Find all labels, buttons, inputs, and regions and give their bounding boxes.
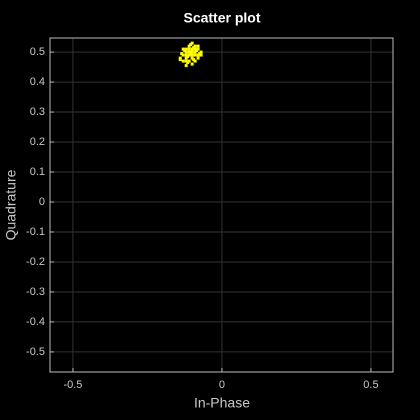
point — [193, 53, 197, 57]
point — [190, 62, 194, 66]
y-tick-label: 0.5 — [30, 46, 45, 58]
plot-frame — [49, 37, 394, 373]
point — [186, 61, 190, 65]
y-tick-label: -0.2 — [26, 256, 45, 268]
point — [196, 56, 200, 60]
point — [180, 52, 184, 56]
point — [187, 47, 191, 51]
y-axis-label: Quadrature — [3, 169, 19, 240]
point — [184, 64, 188, 68]
point — [189, 52, 193, 56]
point — [192, 46, 196, 50]
x-axis-label: In-Phase — [194, 395, 250, 411]
point — [189, 43, 193, 47]
y-tick-label: 0.4 — [30, 76, 45, 88]
point — [196, 47, 200, 51]
x-tick-label: -0.5 — [63, 379, 82, 391]
point — [178, 58, 182, 62]
y-tick-label: -0.1 — [26, 226, 45, 238]
y-tick-label: 0.1 — [30, 166, 45, 178]
y-tick-label: -0.4 — [26, 316, 45, 328]
point — [186, 55, 190, 59]
y-tick-label: 0 — [39, 196, 45, 208]
x-tick-label: 0.5 — [363, 379, 378, 391]
point — [183, 49, 187, 53]
x-tick-label: 0 — [219, 379, 225, 391]
point — [196, 44, 200, 48]
y-tick-label: 0.3 — [30, 106, 45, 118]
y-tick-label: 0.2 — [30, 136, 45, 148]
chart-title: Scatter plot — [183, 10, 260, 26]
y-tick-label: -0.3 — [26, 286, 45, 298]
point — [199, 53, 203, 57]
point — [181, 59, 185, 63]
point — [192, 58, 196, 62]
y-tick-label: -0.5 — [26, 346, 45, 358]
